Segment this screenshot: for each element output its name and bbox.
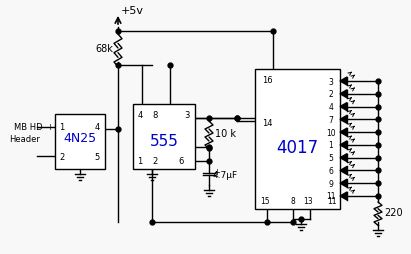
Text: 15: 15 xyxy=(260,197,270,206)
Polygon shape xyxy=(340,180,347,187)
Bar xyxy=(133,105,195,169)
Text: 10 k: 10 k xyxy=(215,129,236,138)
Text: 4N25: 4N25 xyxy=(63,131,97,144)
Polygon shape xyxy=(340,141,347,149)
Polygon shape xyxy=(340,90,347,98)
Text: 1: 1 xyxy=(59,123,65,132)
Text: 8: 8 xyxy=(291,197,296,206)
Text: 220: 220 xyxy=(385,207,403,217)
Text: 5: 5 xyxy=(328,154,333,163)
Text: 16: 16 xyxy=(262,75,272,84)
Text: 1: 1 xyxy=(329,141,333,150)
Text: 68k: 68k xyxy=(95,44,113,54)
Polygon shape xyxy=(340,129,347,137)
Text: 3: 3 xyxy=(328,77,333,86)
Text: 14: 14 xyxy=(262,119,272,128)
Text: +: + xyxy=(46,122,53,131)
Text: 2: 2 xyxy=(152,157,158,166)
Text: 4: 4 xyxy=(137,110,143,119)
Text: 4.7μF: 4.7μF xyxy=(212,170,238,179)
Text: 9: 9 xyxy=(328,179,333,188)
Text: 2: 2 xyxy=(59,153,65,162)
Text: MB HD: MB HD xyxy=(14,123,42,132)
Polygon shape xyxy=(340,154,347,162)
Polygon shape xyxy=(340,192,347,200)
Text: +: + xyxy=(214,168,220,177)
Polygon shape xyxy=(340,78,347,86)
Text: 6: 6 xyxy=(178,157,184,166)
Text: 4: 4 xyxy=(95,123,99,132)
Text: 3: 3 xyxy=(184,110,190,119)
Text: 13: 13 xyxy=(303,197,313,206)
Text: 11: 11 xyxy=(327,197,337,206)
Text: 6: 6 xyxy=(328,166,333,175)
Polygon shape xyxy=(340,103,347,111)
Text: -: - xyxy=(48,152,51,161)
Text: 5: 5 xyxy=(95,153,99,162)
Bar xyxy=(255,70,340,209)
Text: +5v: +5v xyxy=(120,6,143,16)
Text: 2: 2 xyxy=(329,90,333,99)
Bar xyxy=(55,115,105,169)
Text: 555: 555 xyxy=(150,133,178,148)
Text: 4017: 4017 xyxy=(276,138,318,156)
Text: 4: 4 xyxy=(328,103,333,112)
Text: 11: 11 xyxy=(326,192,336,201)
Text: 8: 8 xyxy=(152,110,158,119)
Polygon shape xyxy=(340,167,347,175)
Text: 7: 7 xyxy=(328,115,333,124)
Text: Header: Header xyxy=(9,134,40,143)
Polygon shape xyxy=(340,116,347,124)
Text: 10: 10 xyxy=(326,128,336,137)
Text: 1: 1 xyxy=(137,157,143,166)
